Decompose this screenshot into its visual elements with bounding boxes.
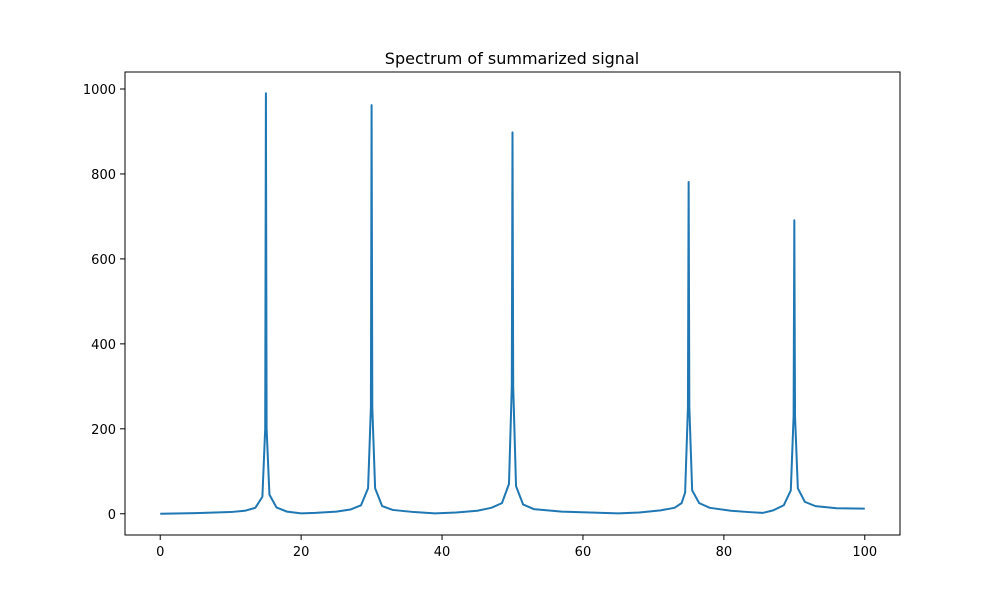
x-tick-label: 100	[852, 545, 877, 560]
y-axis-ticks: 0 200 400 600 800 1000	[83, 83, 125, 523]
x-tick-label: 40	[434, 545, 451, 560]
y-tick-label: 0	[108, 508, 116, 523]
y-tick-label: 200	[91, 423, 116, 438]
plot-area-frame	[124, 71, 901, 536]
x-tick-label: 20	[293, 545, 310, 560]
spectrum-line	[160, 92, 865, 515]
y-tick-label: 600	[91, 253, 116, 268]
series-group	[160, 92, 865, 515]
y-tick-label: 800	[91, 168, 116, 183]
chart-title: Spectrum of summarized signal	[385, 49, 639, 68]
y-tick-label: 400	[91, 338, 116, 353]
x-tick-label: 0	[156, 545, 164, 560]
x-tick-label: 80	[716, 545, 733, 560]
y-tick-label: 1000	[83, 83, 116, 98]
x-axis-ticks: 0 20 40 60 80 100	[156, 535, 877, 560]
x-tick-label: 60	[575, 545, 592, 560]
